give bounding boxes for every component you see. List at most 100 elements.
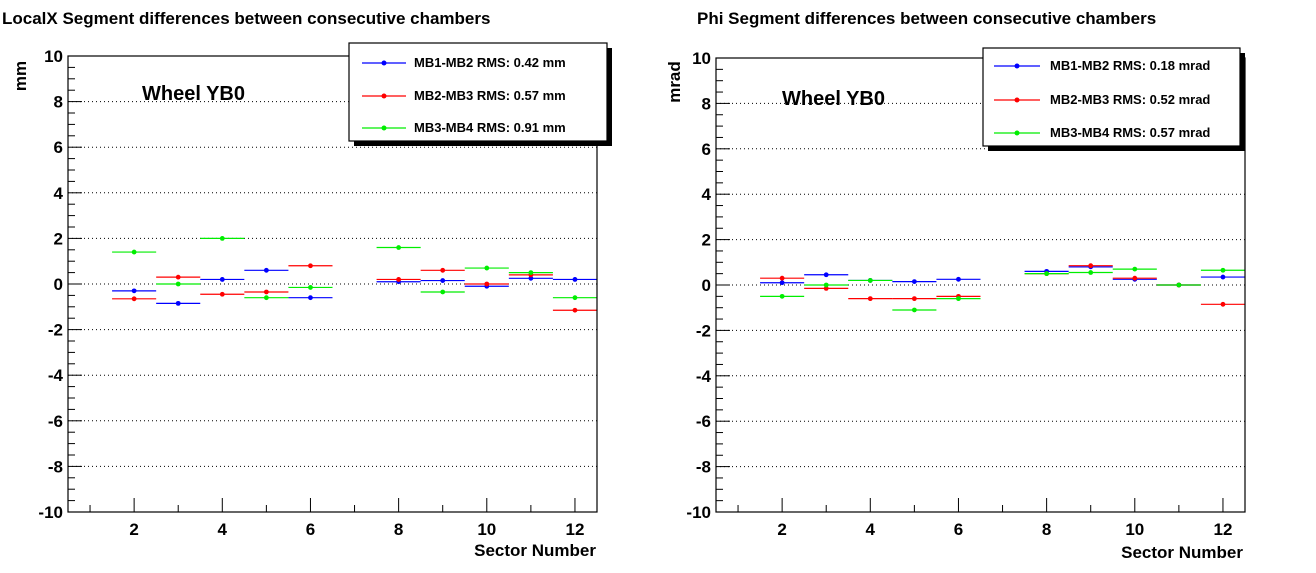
x-tick-label: 6 bbox=[954, 520, 963, 539]
data-point bbox=[779, 293, 785, 299]
x-tick-label: 2 bbox=[777, 520, 786, 539]
data-point bbox=[484, 265, 490, 271]
data-point bbox=[1220, 274, 1226, 280]
data-point bbox=[263, 267, 269, 273]
data-point bbox=[1044, 271, 1050, 277]
y-tick-label: -6 bbox=[48, 412, 63, 431]
data-point bbox=[219, 291, 225, 297]
data-point bbox=[131, 296, 137, 302]
x-tick-label: 4 bbox=[866, 520, 876, 539]
data-marks bbox=[760, 263, 1245, 313]
x-tick-label: 12 bbox=[565, 520, 584, 539]
data-point bbox=[131, 288, 137, 294]
legend-marker-mb3-mb4 bbox=[1014, 130, 1020, 136]
x-tick-label: 10 bbox=[477, 520, 496, 539]
y-tick-label: -4 bbox=[48, 366, 64, 385]
x-axis-label: Sector Number bbox=[474, 541, 596, 560]
gridlines bbox=[68, 101, 597, 467]
legend-marker-mb2-mb3 bbox=[1014, 97, 1020, 103]
y-tick-label: -4 bbox=[696, 367, 712, 386]
y-tick-labels: -10 -8 -6 -4 -2 0 2 4 6 8 10 bbox=[38, 47, 63, 522]
legend-marker-mb1-mb2 bbox=[381, 60, 387, 66]
y-tick-label: 8 bbox=[702, 94, 711, 113]
data-point bbox=[440, 278, 446, 283]
chart-title: Phi Segment differences between consecut… bbox=[697, 9, 1156, 28]
data-point bbox=[1132, 275, 1138, 281]
data-point bbox=[484, 281, 490, 287]
y-tick-label: 4 bbox=[54, 184, 64, 203]
x-tick-labels: 2 4 6 8 10 12 bbox=[777, 520, 1232, 539]
data-point bbox=[911, 296, 917, 302]
data-point bbox=[779, 275, 785, 281]
data-point bbox=[308, 295, 313, 301]
y-tick-label: 0 bbox=[702, 276, 711, 295]
legend-label-mb3-mb4: MB3-MB4 RMS: 0.91 mm bbox=[414, 120, 566, 135]
data-point bbox=[528, 275, 534, 281]
wheel-annotation: Wheel YB0 bbox=[782, 88, 885, 110]
data-marks bbox=[112, 236, 597, 313]
data-point bbox=[131, 249, 137, 255]
legend-label-mb1-mb2: MB1-MB2 RMS: 0.18 mrad bbox=[1050, 58, 1210, 73]
axis-ticks bbox=[68, 55, 576, 513]
data-point bbox=[823, 286, 829, 291]
legend: MB1-MB2 RMS: 0.18 mrad MB2-MB3 RMS: 0.52… bbox=[982, 47, 1245, 151]
y-tick-label: 4 bbox=[702, 185, 712, 204]
data-point bbox=[572, 277, 578, 282]
data-point bbox=[956, 276, 961, 282]
y-axis-label: mm bbox=[11, 61, 30, 91]
y-tick-label: 6 bbox=[54, 138, 63, 157]
x-tick-label: 12 bbox=[1213, 520, 1232, 539]
data-point bbox=[308, 285, 313, 290]
data-point bbox=[308, 263, 313, 269]
data-point bbox=[175, 274, 181, 280]
data-point bbox=[867, 278, 873, 283]
data-point bbox=[1220, 267, 1226, 273]
chart-panel-phi: Phi Segment differences between consecut… bbox=[665, 9, 1246, 562]
y-tick-label: -6 bbox=[696, 412, 711, 431]
y-tick-label: -10 bbox=[686, 503, 711, 522]
data-point bbox=[440, 267, 446, 273]
data-point bbox=[396, 277, 402, 282]
y-tick-labels: -10 -8 -6 -4 -2 0 2 4 6 8 10 bbox=[686, 49, 711, 522]
data-point bbox=[956, 296, 961, 302]
legend-label-mb2-mb3: MB2-MB3 RMS: 0.57 mm bbox=[414, 88, 566, 103]
legend-marker-mb3-mb4 bbox=[381, 125, 387, 131]
data-point bbox=[1088, 270, 1094, 275]
y-tick-label: 2 bbox=[702, 231, 711, 250]
legend-marker-mb1-mb2 bbox=[1014, 63, 1020, 69]
x-tick-labels: 2 4 6 8 10 12 bbox=[129, 520, 584, 539]
data-point bbox=[219, 236, 225, 241]
legend-box bbox=[348, 42, 608, 142]
data-point bbox=[263, 295, 269, 301]
y-tick-label: -2 bbox=[696, 321, 711, 340]
data-point bbox=[1176, 282, 1182, 288]
data-point bbox=[263, 289, 269, 295]
data-point bbox=[779, 280, 785, 286]
legend-label-mb1-mb2: MB1-MB2 RMS: 0.42 mm bbox=[414, 55, 566, 70]
legend-marker-mb2-mb3 bbox=[381, 93, 387, 99]
x-tick-label: 2 bbox=[129, 520, 138, 539]
x-tick-label: 8 bbox=[1042, 520, 1051, 539]
y-tick-label: 0 bbox=[54, 275, 63, 294]
data-point bbox=[219, 277, 225, 282]
wheel-annotation: Wheel YB0 bbox=[142, 83, 245, 105]
data-point bbox=[1088, 263, 1094, 269]
data-point bbox=[1220, 301, 1226, 307]
x-axis-label: Sector Number bbox=[1121, 543, 1243, 562]
y-tick-label: -2 bbox=[48, 321, 63, 340]
plot-frame bbox=[67, 55, 598, 513]
y-tick-label: 2 bbox=[54, 229, 63, 248]
legend-label-mb3-mb4: MB3-MB4 RMS: 0.57 mrad bbox=[1050, 125, 1210, 140]
y-tick-label: 6 bbox=[702, 140, 711, 159]
legend: MB1-MB2 RMS: 0.42 mm MB2-MB3 RMS: 0.57 m… bbox=[348, 42, 612, 146]
data-point bbox=[440, 289, 446, 295]
y-tick-label: 10 bbox=[692, 49, 711, 68]
legend-label-mb2-mb3: MB2-MB3 RMS: 0.52 mrad bbox=[1050, 92, 1210, 107]
x-tick-label: 8 bbox=[394, 520, 403, 539]
data-point bbox=[911, 307, 917, 313]
data-point bbox=[572, 295, 578, 301]
chart-panel-localx: LocalX Segment differences between conse… bbox=[2, 9, 612, 560]
x-tick-label: 10 bbox=[1125, 520, 1144, 539]
data-point bbox=[911, 279, 917, 284]
